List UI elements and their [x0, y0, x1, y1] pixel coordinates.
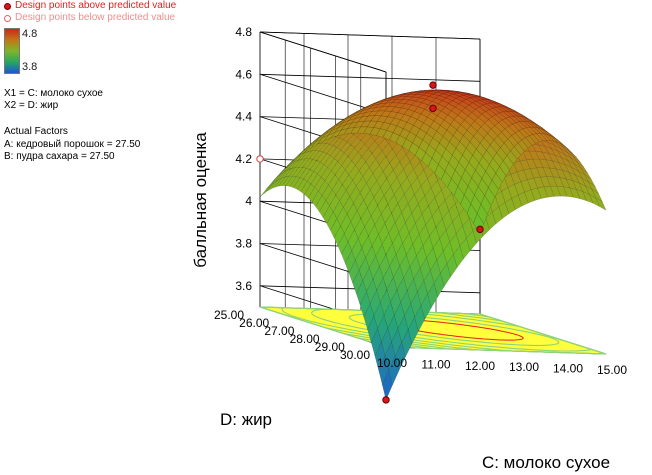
surface-cell [477, 203, 488, 225]
x1-definition: X1 = C: молоко сухое [4, 88, 103, 99]
x-tick-label: 14.00 [553, 362, 583, 376]
z-tick-label: 4.2 [235, 152, 252, 166]
axis-titles: балльная оценка C: молоко сухое D: жир [191, 132, 610, 472]
response-surface-mesh [259, 89, 607, 401]
z-tick-label: 4.6 [235, 67, 252, 81]
tick-labels: 3.6 3.8 4 4.2 4.4 4.6 4.8 10.00 11.00 12.00 13.00 1… [214, 25, 627, 377]
surface-cell [510, 146, 522, 160]
surface-cell [259, 185, 271, 198]
z-tick-label: 4 [245, 194, 252, 208]
design-point-above [429, 104, 437, 113]
design-point-above-marker [4, 3, 11, 10]
color-scale-max: 4.8 [22, 28, 38, 40]
surface-cell [584, 174, 596, 187]
design-point-above [429, 81, 437, 89]
x-tick-label: 15.00 [597, 363, 627, 377]
surface-cell [480, 195, 492, 215]
surface-cell [495, 166, 507, 183]
actual-factors-title: Actual Factors [4, 126, 68, 137]
surface-cell [488, 179, 499, 198]
y-tick-label: 28.00 [290, 332, 320, 346]
z-axis-title: балльная оценка [191, 132, 210, 268]
legend-above-item: Design points above predicted value [4, 0, 177, 12]
surface-cell [484, 187, 495, 206]
x-tick-label: 13.00 [509, 360, 539, 374]
color-scale-bar [4, 28, 20, 74]
x-tick-label: 12.00 [465, 359, 495, 373]
z-tick-label: 3.6 [235, 279, 252, 293]
y-tick-label: 29.00 [315, 340, 345, 354]
z-tick-label: 4.4 [235, 110, 252, 124]
legend-above-label: Design points above predicted value [15, 0, 177, 11]
design-point-above [382, 396, 390, 404]
y-tick-label: 26.00 [239, 316, 269, 330]
x2-definition: X2 = D: жир [4, 100, 59, 111]
wall-edge [259, 31, 481, 73]
y-tick-label: 25.00 [214, 308, 244, 322]
design-point-below [256, 155, 264, 163]
x-tick-label: 11.00 [421, 357, 450, 371]
surface-cell [573, 156, 584, 168]
surface-cell [551, 136, 562, 145]
y-axis-title: D: жир [220, 410, 272, 429]
y-tick-label: 30.00 [340, 348, 370, 362]
design-point-above [476, 225, 484, 234]
legend-panel: Design points above predicted value Desi… [0, 0, 235, 190]
surface-cell [591, 189, 603, 203]
color-scale-min: 3.8 [22, 61, 38, 73]
surface-cell [569, 151, 581, 163]
surface-cell [577, 162, 588, 174]
surface-cell [587, 181, 600, 195]
design-point-below-marker [4, 15, 11, 22]
floor-contour-plane [259, 306, 607, 355]
x-axis-title: C: молоко сухое [482, 453, 610, 472]
z-tick-label: 3.8 [235, 237, 252, 251]
surface-cell [595, 197, 607, 211]
legend-below-label: Design points below predicted value [15, 12, 176, 23]
z-tick-label: 4.8 [235, 25, 252, 39]
actual-factor-a: A: кедровый порошок = 27.50 [4, 139, 141, 150]
y-tick-label: 27.00 [264, 324, 294, 338]
contour-line [311, 308, 592, 352]
actual-factor-b: B: пудра сахара = 27.50 [4, 151, 115, 162]
x-tick-label: 10.00 [377, 356, 407, 370]
design-points [256, 81, 484, 404]
contour-line [259, 306, 607, 355]
legend-below-item: Design points below predicted value [4, 12, 176, 24]
surface-cell [580, 168, 592, 180]
